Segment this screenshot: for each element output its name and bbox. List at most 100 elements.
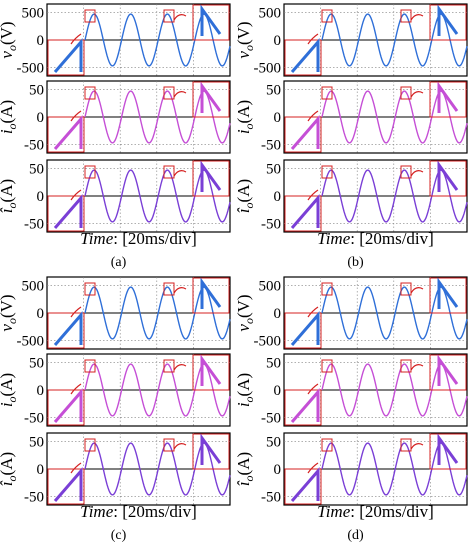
inset-frame-right xyxy=(192,354,230,391)
zoom-marker-box xyxy=(163,9,175,23)
y-tick-label: -500 xyxy=(17,334,45,350)
inset-waveform-left xyxy=(290,193,320,229)
y-tick-label: -50 xyxy=(24,411,44,427)
inset-frame-right xyxy=(192,81,230,118)
zoom-arrow xyxy=(410,364,424,371)
zoom-marker-box xyxy=(400,359,412,373)
inset-waveform-right xyxy=(200,160,222,192)
y-tick-label: -50 xyxy=(24,490,44,506)
zoom-arrow xyxy=(70,306,82,318)
zoom-marker-box xyxy=(163,86,175,100)
y-tick-label: 0 xyxy=(37,383,45,399)
zoom-arrow xyxy=(410,287,424,294)
inset-frame-left xyxy=(47,195,85,232)
y-tick-label: -50 xyxy=(261,411,281,427)
inset-waveform-right xyxy=(437,277,459,309)
inset-frame-left xyxy=(284,116,322,153)
subfigure-caption: (b) xyxy=(347,255,364,270)
inset-frame-right xyxy=(192,160,230,197)
plot-d-row-3: 50 0 -50 xyxy=(261,432,468,506)
y-tick-label: 500 xyxy=(259,278,282,294)
inset-waveform-left xyxy=(53,466,83,502)
y-tick-label: 0 xyxy=(37,462,45,478)
plot-a-row-2: 50 0 -50 xyxy=(24,80,231,154)
zoom-marker-box xyxy=(400,86,412,100)
y-tick-label: -50 xyxy=(24,217,44,233)
zoom-arrow xyxy=(173,170,187,177)
y-axis-label: îo(A) xyxy=(234,179,256,213)
y-tick-label: 50 xyxy=(266,82,281,98)
zoom-arrow xyxy=(70,33,82,45)
subfigure-caption: (a) xyxy=(111,255,127,270)
inset-waveform-left xyxy=(53,387,83,423)
inset-waveform-right xyxy=(437,433,459,465)
x-axis-label: Time: [20ms/div] xyxy=(317,229,434,248)
y-tick-label: -500 xyxy=(254,61,282,77)
inset-frame-right xyxy=(192,4,230,41)
inset-frame-left xyxy=(284,468,322,505)
zoom-marker-box xyxy=(321,359,333,373)
zoom-marker-box xyxy=(163,165,175,179)
y-tick-label: 0 xyxy=(274,189,282,205)
y-axis-label: îo(A) xyxy=(0,452,19,486)
plot-d-row-1: 500 0 -500 xyxy=(254,276,468,350)
y-axis-label: vo(V) xyxy=(234,21,256,58)
zoom-marker-box xyxy=(163,359,175,373)
y-axis-label: vo(V) xyxy=(0,294,19,331)
zoom-arrow xyxy=(307,306,319,318)
inset-frame-left xyxy=(47,39,85,76)
zoom-marker-box xyxy=(84,359,96,373)
inset-waveform-left xyxy=(290,114,320,150)
inset-waveform-right xyxy=(437,81,459,113)
y-tick-label: 500 xyxy=(22,278,45,294)
inset-frame-right xyxy=(429,4,467,41)
zoom-arrow xyxy=(410,91,424,98)
subfigure-caption: (d) xyxy=(347,528,364,543)
subfigure-c: 5000-500vo(V)500-50io(A)500-50îo(A)Time:… xyxy=(0,276,231,543)
y-tick-label: 500 xyxy=(259,5,282,21)
y-tick-label: 0 xyxy=(274,33,282,49)
zoom-marker-box xyxy=(84,438,96,452)
inset-waveform-left xyxy=(290,466,320,502)
inset-waveform-right xyxy=(200,4,222,36)
plot-c-row-2: 50 0 -50 xyxy=(24,353,231,427)
zoom-marker-box xyxy=(400,438,412,452)
inset-waveform-right xyxy=(437,4,459,36)
inset-waveform-left xyxy=(53,37,83,73)
inset-waveform-right xyxy=(200,433,222,465)
inset-frame-right xyxy=(429,160,467,197)
zoom-arrow xyxy=(173,287,187,294)
inset-waveform-right xyxy=(437,160,459,192)
plot-b-row-2: 50 0 -50 xyxy=(261,80,468,154)
y-tick-label: -50 xyxy=(24,138,44,154)
zoom-arrow xyxy=(307,189,319,201)
y-tick-label: -50 xyxy=(261,217,281,233)
inset-waveform-left xyxy=(53,114,83,150)
y-axis-label: io(A) xyxy=(234,100,256,134)
inset-frame-right xyxy=(192,277,230,314)
plot-a-row-3: 50 0 -50 xyxy=(24,159,231,233)
inset-frame-left xyxy=(284,39,322,76)
zoom-arrow xyxy=(410,14,424,21)
zoom-arrow xyxy=(410,170,424,177)
zoom-marker-box xyxy=(400,282,412,296)
y-tick-label: 0 xyxy=(37,189,45,205)
zoom-marker-box xyxy=(321,86,333,100)
plot-c-row-1: 500 0 -500 xyxy=(17,276,231,350)
y-axis-label: vo(V) xyxy=(0,21,19,58)
zoom-arrow xyxy=(70,110,82,122)
zoom-marker-box xyxy=(163,438,175,452)
y-tick-label: 0 xyxy=(274,110,282,126)
y-tick-label: 50 xyxy=(266,355,281,371)
zoom-arrow xyxy=(307,33,319,45)
zoom-marker-box xyxy=(321,9,333,23)
y-axis-label: io(A) xyxy=(0,373,19,407)
inset-waveform-right xyxy=(437,354,459,386)
inset-waveform-left xyxy=(290,310,320,346)
y-tick-label: -50 xyxy=(261,138,281,154)
zoom-arrow xyxy=(173,91,187,98)
inset-waveform-right xyxy=(200,277,222,309)
inset-frame-left xyxy=(284,312,322,349)
y-axis-label: io(A) xyxy=(234,373,256,407)
